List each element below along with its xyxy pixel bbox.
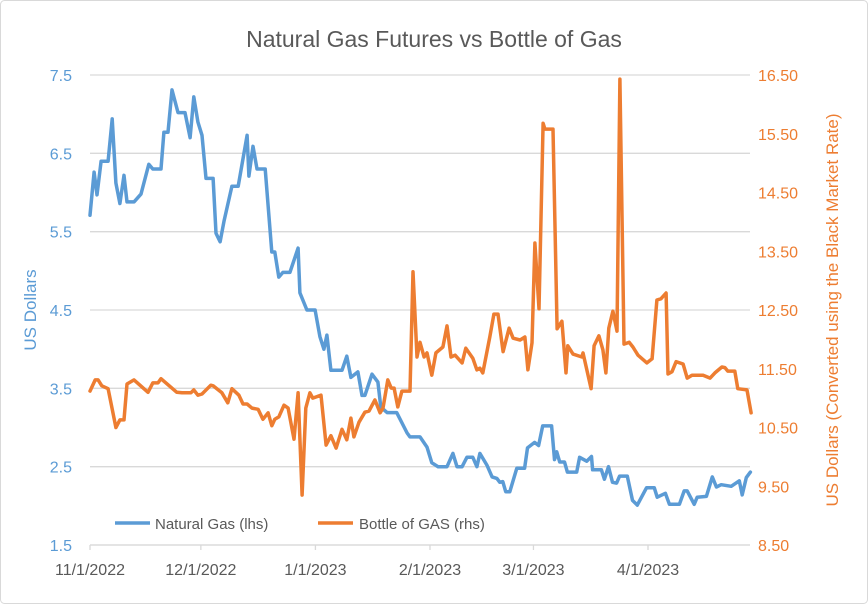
right-tick-label: 11.50: [758, 362, 797, 379]
right-tick-label: 15.50: [758, 127, 798, 144]
x-tick-label: 2/1/2023: [399, 562, 461, 579]
x-tick-label: 11/1/2022: [55, 562, 125, 579]
left-axis-ticks: 1.5 2.5 3.5 4.5 5.5 6.5 7.5: [50, 68, 72, 555]
series-line-natural-gas: [88, 88, 753, 507]
left-tick-label: 3.5: [50, 381, 72, 398]
gridlines: [90, 74, 750, 546]
chart-title: Natural Gas Futures vs Bottle of Gas: [246, 26, 622, 52]
right-tick-label: 8.50: [758, 538, 789, 555]
legend-label-bottle-gas: Bottle of GAS (rhs): [359, 516, 485, 533]
series-line-bottle-gas: [88, 77, 753, 497]
left-tick-label: 7.5: [50, 68, 72, 85]
legend-label-natural-gas: Natural Gas (lhs): [155, 516, 268, 533]
left-tick-label: 5.5: [50, 225, 72, 242]
right-tick-label: 16.50: [758, 68, 798, 85]
x-tick-label: 4/1/2023: [617, 562, 679, 579]
right-tick-label: 12.50: [758, 303, 798, 320]
x-axis-ticks: 11/1/2022 12/1/2022 1/1/2023 2/1/2023 3/1/20…: [55, 545, 679, 579]
x-tick-label: 3/1/2023: [502, 562, 564, 579]
right-axis-label: US Dollars (Converted using the Black Ma…: [823, 113, 842, 506]
right-tick-label: 14.50: [758, 186, 798, 203]
x-tick-label: 1/1/2023: [284, 562, 346, 579]
right-tick-label: 9.50: [758, 479, 789, 496]
right-tick-label: 10.50: [758, 421, 798, 438]
right-axis-ticks: 8.50 9.50 10.50 11.50 12.50 13.50 14.50 15.50 16…: [758, 68, 798, 555]
left-tick-label: 1.5: [50, 538, 72, 555]
left-tick-label: 4.5: [50, 303, 72, 320]
series-lines: [88, 77, 753, 507]
legend: Natural Gas (lhs) Bottle of GAS (rhs): [115, 516, 485, 533]
left-tick-label: 2.5: [50, 460, 72, 477]
right-tick-label: 13.50: [758, 244, 798, 261]
x-tick-label: 12/1/2022: [165, 562, 236, 579]
left-tick-label: 6.5: [50, 146, 72, 163]
left-axis-label: US Dollars: [21, 269, 40, 350]
